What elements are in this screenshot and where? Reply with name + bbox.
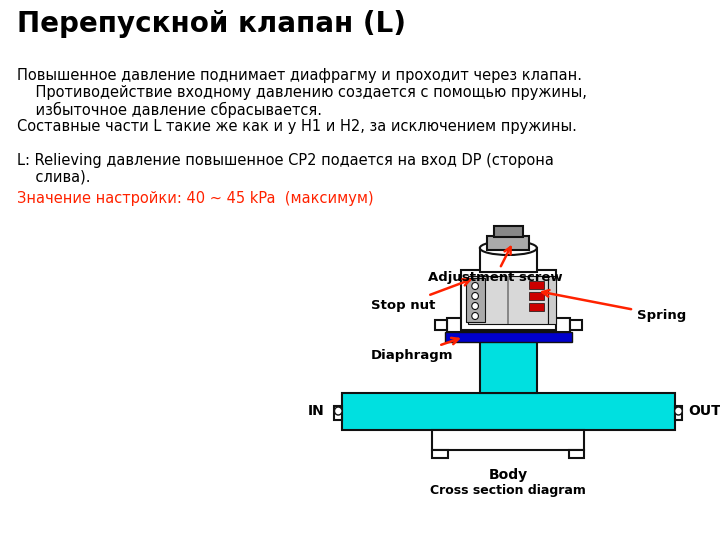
Bar bbox=[446, 318, 570, 332]
Bar bbox=[342, 393, 675, 430]
Bar bbox=[335, 406, 342, 420]
Text: OUT: OUT bbox=[688, 404, 720, 418]
Text: Diaphragm: Diaphragm bbox=[371, 338, 459, 361]
Bar bbox=[508, 276, 509, 324]
Text: Body: Body bbox=[489, 468, 528, 482]
Text: слива).: слива). bbox=[17, 170, 91, 185]
Text: Adjustment screw: Adjustment screw bbox=[428, 247, 562, 285]
Bar bbox=[570, 320, 582, 330]
Text: Перепускной клапан (L): Перепускной клапан (L) bbox=[17, 10, 406, 38]
Text: Значение настройки: 40 ~ 45 kPa  (максимум): Значение настройки: 40 ~ 45 kPa (максиму… bbox=[17, 191, 374, 206]
Bar bbox=[469, 276, 548, 324]
Bar bbox=[570, 450, 585, 458]
Bar bbox=[435, 320, 446, 330]
Bar bbox=[529, 292, 544, 300]
Bar bbox=[548, 276, 556, 324]
Text: Противодействие входному давлению создается с помощью пружины,: Противодействие входному давлению создае… bbox=[17, 85, 587, 100]
Text: Составные части L такие же как и у Н1 и Н2, за исключением пружины.: Составные части L такие же как и у Н1 и … bbox=[17, 119, 577, 134]
Ellipse shape bbox=[480, 241, 537, 255]
Circle shape bbox=[675, 407, 683, 415]
Text: Cross section diagram: Cross section diagram bbox=[431, 484, 586, 497]
Bar bbox=[480, 330, 537, 393]
Bar bbox=[494, 226, 523, 237]
Bar bbox=[487, 236, 529, 250]
Circle shape bbox=[472, 293, 478, 300]
Bar bbox=[432, 430, 585, 450]
Bar bbox=[461, 270, 556, 330]
Text: избыточное давление сбрасывается.: избыточное давление сбрасывается. bbox=[17, 102, 322, 118]
Text: L: Relieving давление повышенное СР2 подается на вход DP (сторона: L: Relieving давление повышенное СР2 под… bbox=[17, 153, 554, 168]
Circle shape bbox=[472, 313, 478, 320]
Text: Stop nut: Stop nut bbox=[371, 279, 470, 312]
Text: Повышенное давление поднимает диафрагму и проходит через клапан.: Повышенное давление поднимает диафрагму … bbox=[17, 68, 582, 83]
Bar bbox=[529, 281, 544, 289]
Bar bbox=[466, 278, 485, 322]
Bar bbox=[445, 332, 572, 342]
Bar bbox=[480, 248, 537, 272]
Bar bbox=[432, 450, 448, 458]
Circle shape bbox=[335, 407, 342, 415]
Text: Spring: Spring bbox=[542, 290, 686, 321]
Bar bbox=[529, 303, 544, 311]
Circle shape bbox=[472, 302, 478, 309]
Bar bbox=[675, 406, 683, 420]
Circle shape bbox=[472, 282, 478, 289]
Text: IN: IN bbox=[308, 404, 325, 418]
